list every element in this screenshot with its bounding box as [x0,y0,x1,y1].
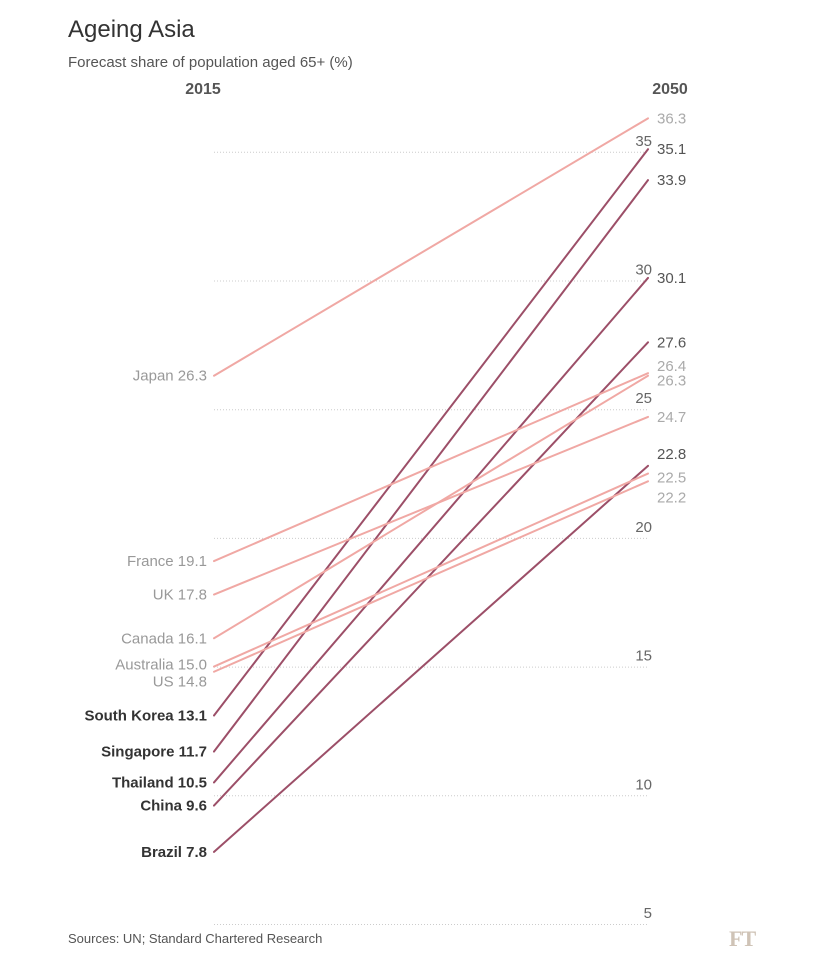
label-2015-brazil: Brazil 7.8 [141,844,207,861]
y-tick-label: 15 [635,648,652,665]
series-line-canada [213,374,649,640]
y-tick-label: 35 [635,133,652,150]
y-tick-label: 30 [635,262,652,279]
series-line-thailand [213,276,649,784]
label-2050-japan: 36.3 [657,110,686,127]
label-2050-thailand: 30.1 [657,270,686,287]
label-2015-australia: Australia 15.0 [115,657,207,674]
label-2015-japan: Japan 26.3 [133,368,207,385]
label-2050-france: 26.4 [657,358,686,375]
labels-2015: Japan 26.3 South Korea 13.1 Singapore 11.7… [84,368,207,861]
label-2015-thailand: Thailand 10.5 [112,774,207,791]
label-2015-china: China 9.6 [140,798,207,815]
series-line-australia [213,472,649,668]
series-line-south-korea [213,148,649,717]
source-note: Sources: UN; Standard Chartered Research [68,931,323,946]
label-2015-singapore: Singapore 11.7 [101,744,207,761]
label-2050-uk: 24.7 [657,409,686,426]
label-2015-france: France 19.1 [127,553,207,570]
label-2015-south-korea: South Korea 13.1 [84,708,207,725]
chart-subtitle: Forecast share of population aged 65+ (%… [68,54,353,71]
label-2050-australia: 22.5 [657,470,686,487]
y-tick-label: 25 [635,390,652,407]
label-2050-canada: 26.3 [657,373,686,390]
chart-title: Ageing Asia [68,16,195,43]
label-2015-uk: UK 17.8 [153,587,207,604]
ft-logo: FT [729,926,756,951]
series-lines [213,117,649,853]
series-line-singapore [213,179,649,753]
series-line-us [213,480,649,673]
gridlines [214,151,648,925]
y-tick-label: 10 [635,776,652,793]
label-2050-singapore: 33.9 [657,172,686,189]
series-line-japan [213,117,649,377]
column-header-2050: 2050 [652,81,688,98]
label-2015-us: US 14.8 [153,674,207,691]
y-tick-labels: 5 10 15 20 25 30 35 [635,133,652,922]
series-line-brazil [213,464,649,853]
label-2015-canada: Canada 16.1 [121,630,207,647]
labels-2050: 36.3 35.1 33.9 30.1 27.6 26.426.3 24.7 22.8 22.5… [657,110,686,506]
series-line-uk [213,415,649,596]
column-header-2015: 2015 [185,81,221,98]
label-2050-china: 27.6 [657,334,686,351]
series-line-france [213,372,649,563]
label-2050-us: 22.2 [657,489,686,506]
y-tick-label: 20 [635,519,652,536]
label-2050-south-korea: 35.1 [657,141,686,158]
y-tick-label: 5 [644,905,652,922]
series-line-china [213,341,649,807]
label-2050-brazil: 22.8 [657,446,686,463]
